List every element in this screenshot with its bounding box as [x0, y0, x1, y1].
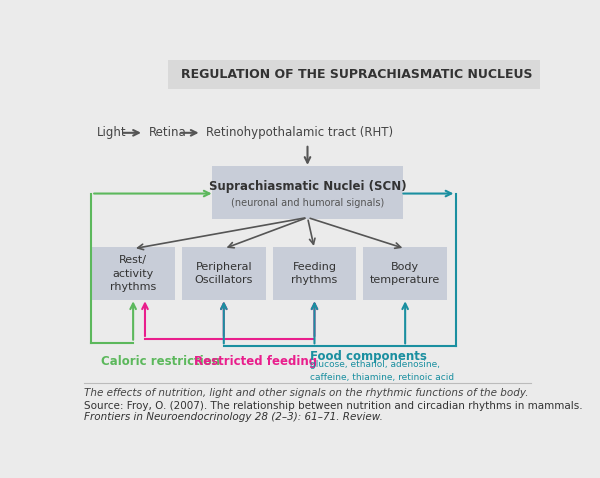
FancyBboxPatch shape	[364, 247, 447, 300]
Text: Retinohypothalamic tract (RHT): Retinohypothalamic tract (RHT)	[206, 126, 393, 139]
Text: Caloric restriction: Caloric restriction	[101, 355, 220, 368]
FancyBboxPatch shape	[91, 247, 175, 300]
Text: Source: Froy, O. (2007). The relationship between nutrition and circadian rhythm: Source: Froy, O. (2007). The relationshi…	[84, 401, 583, 411]
FancyBboxPatch shape	[212, 166, 403, 219]
Text: Retina: Retina	[148, 126, 186, 139]
Text: (neuronal and humoral signals): (neuronal and humoral signals)	[231, 197, 384, 207]
Text: The effects of nutrition, light and other signals on the rhythmic functions of t: The effects of nutrition, light and othe…	[84, 388, 529, 398]
Text: Food components: Food components	[310, 350, 427, 363]
Text: glucose, ethanol, adenosine,
caffeine, thiamine, retinoic acid: glucose, ethanol, adenosine, caffeine, t…	[310, 360, 454, 382]
Text: Feeding
rhythms: Feeding rhythms	[292, 262, 338, 285]
Text: REGULATION OF THE SUPRACHIASMATIC NUCLEUS: REGULATION OF THE SUPRACHIASMATIC NUCLEU…	[181, 68, 532, 81]
Text: Restricted feeding: Restricted feeding	[194, 355, 317, 368]
Text: Light: Light	[97, 126, 127, 139]
Text: Rest/
activity
rhythms: Rest/ activity rhythms	[110, 255, 156, 292]
Text: Frontiers in Neuroendocrinology 28 (2–3): 61–71. Review.: Frontiers in Neuroendocrinology 28 (2–3)…	[84, 413, 383, 423]
Text: Body
temperature: Body temperature	[370, 262, 440, 285]
Text: Suprachiasmatic Nuclei (SCN): Suprachiasmatic Nuclei (SCN)	[209, 180, 406, 193]
FancyBboxPatch shape	[272, 247, 356, 300]
FancyBboxPatch shape	[182, 247, 266, 300]
FancyBboxPatch shape	[168, 60, 540, 88]
Text: Peripheral
Oscillators: Peripheral Oscillators	[194, 262, 253, 285]
